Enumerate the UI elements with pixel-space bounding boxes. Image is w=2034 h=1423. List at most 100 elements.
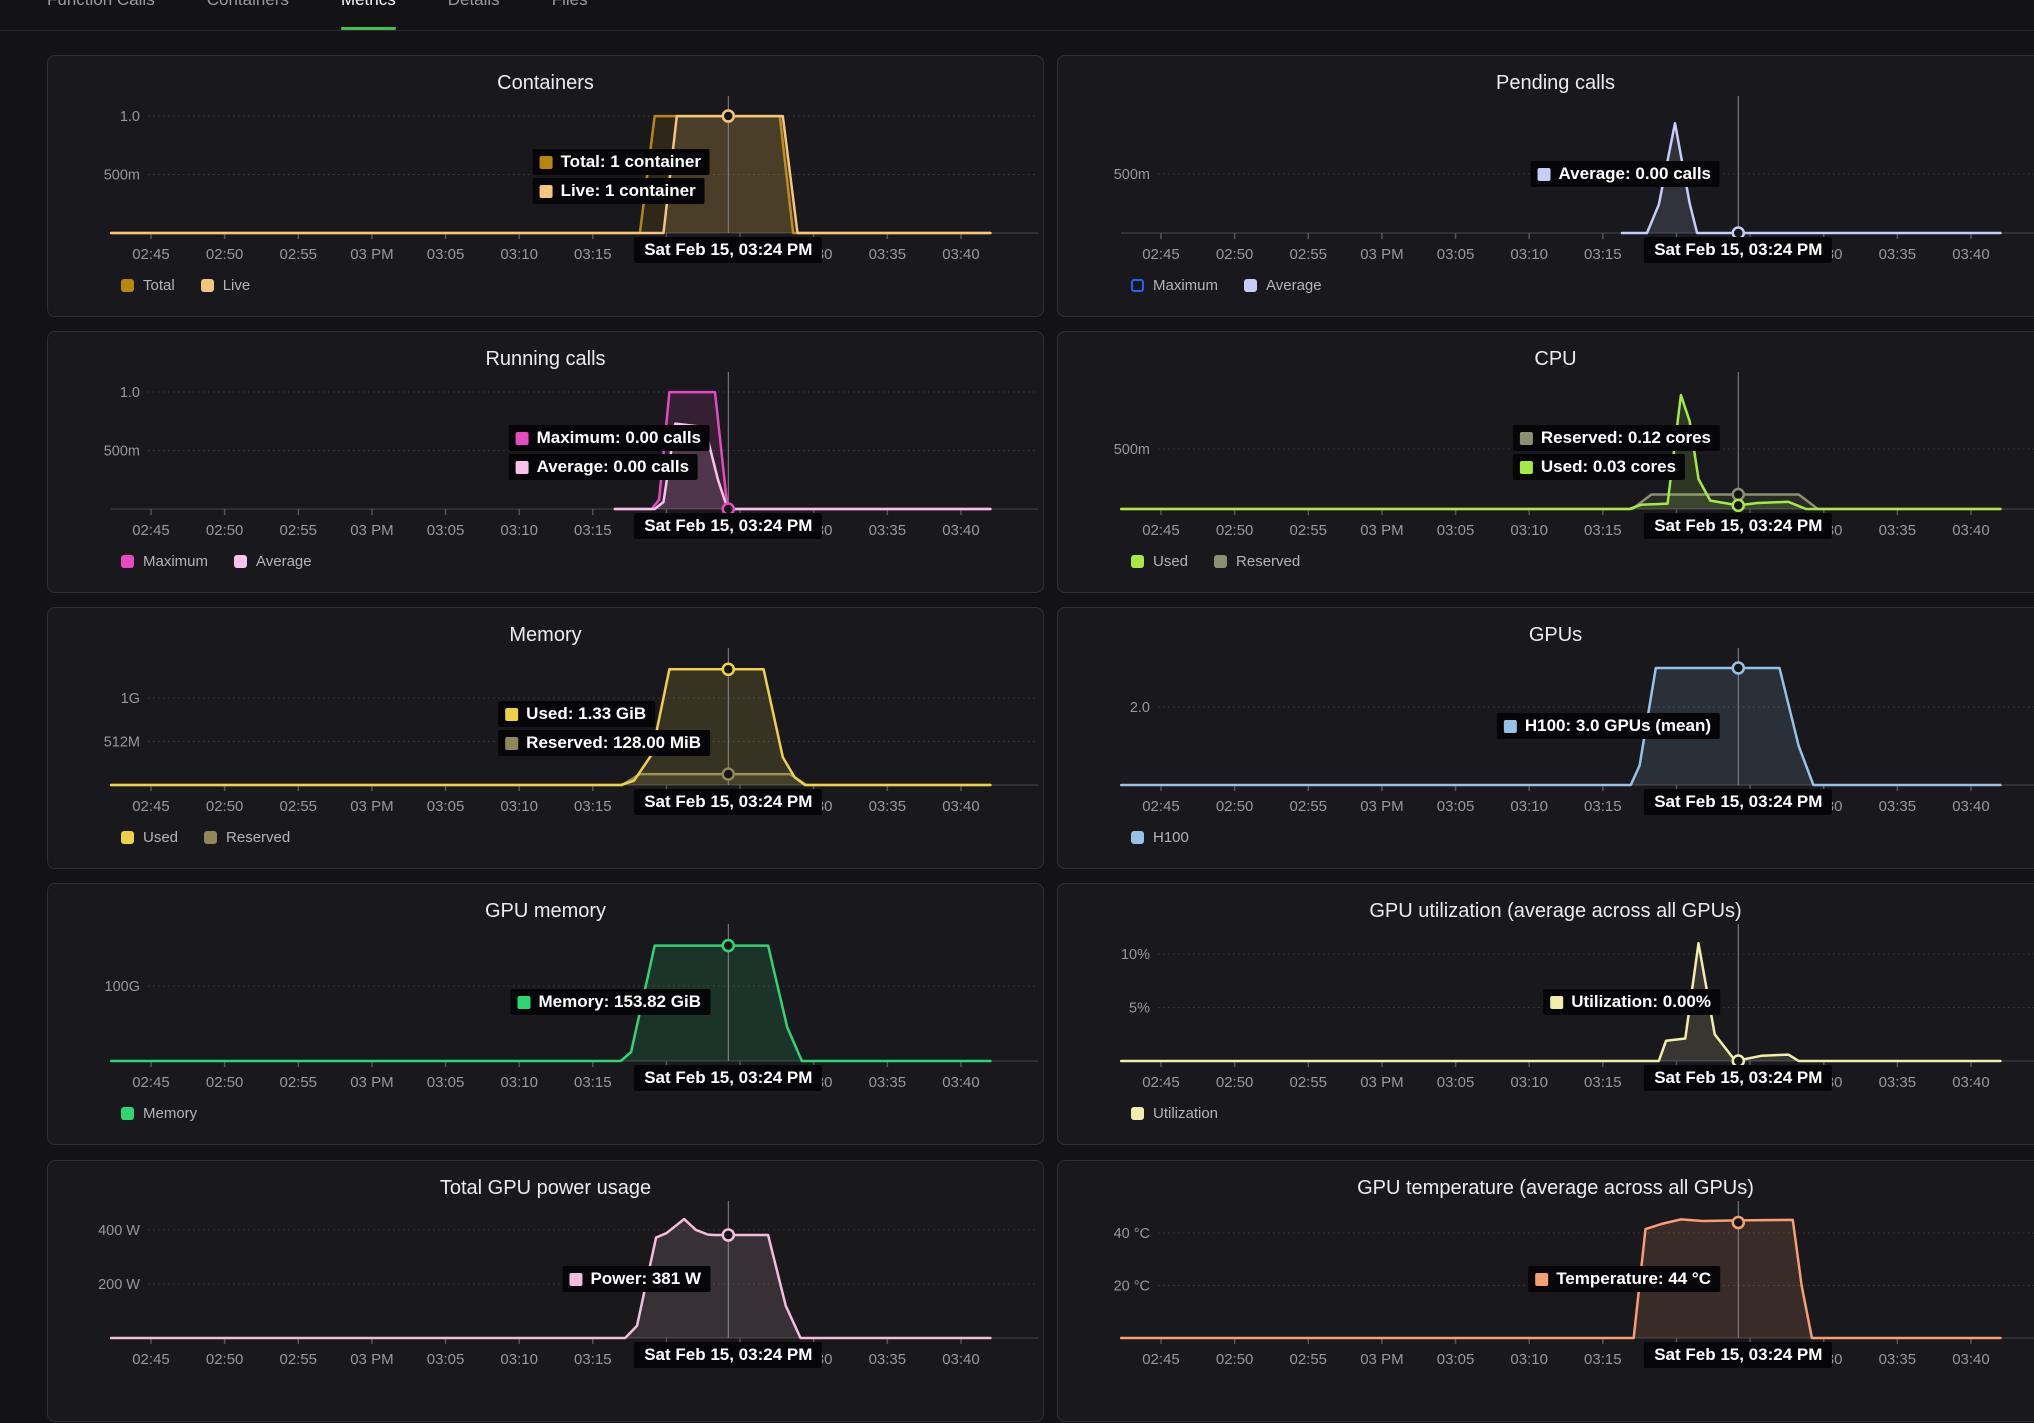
date-tooltip: Sat Feb 15, 03:24 PM	[1644, 513, 1833, 539]
x-axis-label: 03:15	[1584, 1351, 1622, 1368]
x-axis-label: 03 PM	[1360, 798, 1403, 815]
x-axis-label: 02:55	[1289, 246, 1327, 263]
chart-legend: Memory	[121, 1105, 197, 1122]
tab-details[interactable]: Details	[448, 0, 500, 30]
x-axis-label: 03:05	[427, 1074, 465, 1091]
x-axis-label: 03:05	[1437, 798, 1475, 815]
chart-title: CPU	[1534, 348, 1577, 370]
legend-color-chip	[121, 555, 134, 568]
chart-legend: Maximum Average	[121, 553, 312, 570]
series-line-power	[109, 1217, 992, 1340]
chart-legend: Used Reserved	[1131, 553, 1300, 570]
chart-title: Running calls	[485, 348, 606, 370]
legend-item-h100[interactable]: H100	[1131, 829, 1189, 846]
legend-item-maximum[interactable]: Maximum	[1131, 277, 1218, 294]
hover-marker	[721, 662, 736, 677]
tooltip-row: Average: 0.00 calls	[508, 454, 699, 480]
legend-label: Memory	[143, 1105, 198, 1122]
tooltip-row: Temperature: 44 °C	[1528, 1266, 1720, 1292]
x-axis-label: 03:10	[1510, 522, 1548, 539]
chart-plot-area[interactable]: 2.0 02:45 02:50 02:55 03 PM 03:05 03:10 03:15 03…	[1058, 608, 2034, 870]
chart-panel-memory: Memory 1G 512M 02:45 02:50 02:55 03 PM 03:05 03:…	[47, 607, 1044, 869]
tooltip-row: Memory: 153.82 GiB	[510, 989, 710, 1015]
series-color-chip	[515, 431, 529, 445]
tab-metrics[interactable]: Metrics	[340, 0, 396, 30]
chart-plot-area[interactable]: 40 °C 20 °C 02:45 02:50 02:55 03 PM 03:05 03:10…	[1058, 1161, 2034, 1423]
series-tooltip: Memory: 153.82 GiB	[510, 989, 710, 1015]
x-axis-label: 03:35	[1879, 1074, 1917, 1091]
legend-color-chip	[1131, 1107, 1144, 1120]
series-line-utilization	[1119, 942, 2002, 1063]
chart-panel-gpu-temperature-average-across-all-gpus: GPU temperature (average across all GPUs…	[1057, 1160, 2034, 1422]
legend-item-used[interactable]: Used	[1131, 553, 1188, 570]
tooltip-text: Reserved: 0.12 cores	[1540, 428, 1711, 447]
x-axis-label: 02:55	[1289, 798, 1327, 815]
x-axis-label: 03:35	[1879, 798, 1917, 815]
x-axis-label: 02:45	[1142, 798, 1180, 815]
tooltip-row: Power: 381 W	[562, 1266, 710, 1292]
tab-containers[interactable]: Containers	[207, 0, 289, 30]
legend-item-average[interactable]: Average	[1244, 277, 1322, 294]
tab-function-calls[interactable]: Function Calls	[47, 0, 155, 30]
chart-panel-gpu-memory: GPU memory 100G 02:45 02:50 02:55 03 PM 03:05 0…	[47, 883, 1044, 1145]
hover-marker	[721, 1228, 736, 1242]
tooltip-row: Average: 0.00 calls	[1530, 161, 1720, 187]
x-axis-label: 03:40	[942, 246, 980, 263]
legend-item-maximum[interactable]: Maximum	[121, 553, 208, 570]
series-color-chip	[539, 155, 553, 169]
x-axis-label: 03:05	[427, 798, 465, 815]
x-axis-label: 02:50	[206, 522, 244, 539]
legend-color-chip	[200, 279, 214, 292]
legend-item-memory[interactable]: Memory	[121, 1105, 197, 1122]
tab-bar: Function Calls Containers Metrics Detail…	[47, 0, 588, 30]
x-axis-label: 03:05	[427, 1351, 465, 1368]
hover-marker	[721, 938, 736, 953]
legend-item-reserved[interactable]: Reserved	[1214, 553, 1300, 570]
tooltip-row: Reserved: 128.00 MiB	[498, 730, 710, 756]
x-axis-label: 02:55	[279, 1074, 317, 1091]
x-axis-label: 03:15	[574, 1074, 612, 1091]
chart-plot-area[interactable]: 400 W 200 W 02:45 02:50 02:55 03 PM 03:05 03:10…	[48, 1161, 1045, 1423]
y-axis-label: 20 °C	[1114, 1279, 1150, 1295]
legend-item-utilization[interactable]: Utilization	[1131, 1105, 1218, 1122]
chart-plot-area[interactable]: 1.0 500m 02:45 02:50 02:55 03 PM 03:05 03:10 03:…	[48, 56, 1045, 318]
series-area-average	[1622, 123, 2001, 233]
x-axis-label: 03:40	[942, 798, 980, 815]
series-area-reserved	[111, 774, 991, 785]
y-axis-label: 1G	[121, 691, 140, 707]
x-axis-label: 03:35	[1879, 522, 1917, 539]
x-axis-label: 03:40	[1952, 522, 1990, 539]
x-axis-label: 03 PM	[1360, 246, 1403, 263]
x-axis-label: 03:40	[942, 1351, 980, 1368]
x-axis-label: 02:50	[206, 1351, 244, 1368]
tooltip-text: Utilization: 0.00%	[1571, 992, 1711, 1011]
legend-item-total[interactable]: Total	[121, 277, 175, 294]
tab-files[interactable]: Files	[552, 0, 588, 30]
chart-plot-area[interactable]: 100G 02:45 02:50 02:55 03 PM 03:05 03:10 03:15 0…	[48, 884, 1045, 1146]
y-axis-label: 512M	[104, 735, 140, 751]
x-axis-label: 03 PM	[350, 1351, 393, 1368]
x-axis-label: 03:05	[427, 522, 465, 539]
x-axis-label: 03:40	[1952, 1351, 1990, 1368]
tooltip-row: Total: 1 container	[532, 149, 710, 175]
series-line-temperature	[1119, 1218, 2002, 1340]
tooltip-text: Total: 1 container	[560, 152, 701, 171]
legend-color-chip	[1131, 555, 1144, 568]
series-line-used	[1119, 393, 2002, 511]
legend-item-live[interactable]: Live	[200, 277, 250, 294]
x-axis-label: 03:05	[1437, 1351, 1475, 1368]
x-axis-label: 03:35	[869, 1351, 907, 1368]
series-color-chip	[1519, 460, 1533, 474]
series-area-live	[111, 116, 991, 233]
series-color-chip	[569, 1272, 583, 1286]
legend-item-average[interactable]: Average	[234, 553, 312, 570]
legend-item-used[interactable]: Used	[121, 829, 178, 846]
series-color-chip	[1550, 995, 1564, 1009]
series-color-chip	[1519, 431, 1533, 445]
legend-item-reserved[interactable]: Reserved	[204, 829, 290, 846]
x-axis-label: 02:50	[1216, 798, 1254, 815]
x-axis-label: 03:10	[1510, 246, 1548, 263]
x-axis-label: 03:35	[869, 798, 907, 815]
tooltip-text: Power: 381 W	[590, 1269, 701, 1288]
legend-color-chip	[121, 279, 134, 292]
